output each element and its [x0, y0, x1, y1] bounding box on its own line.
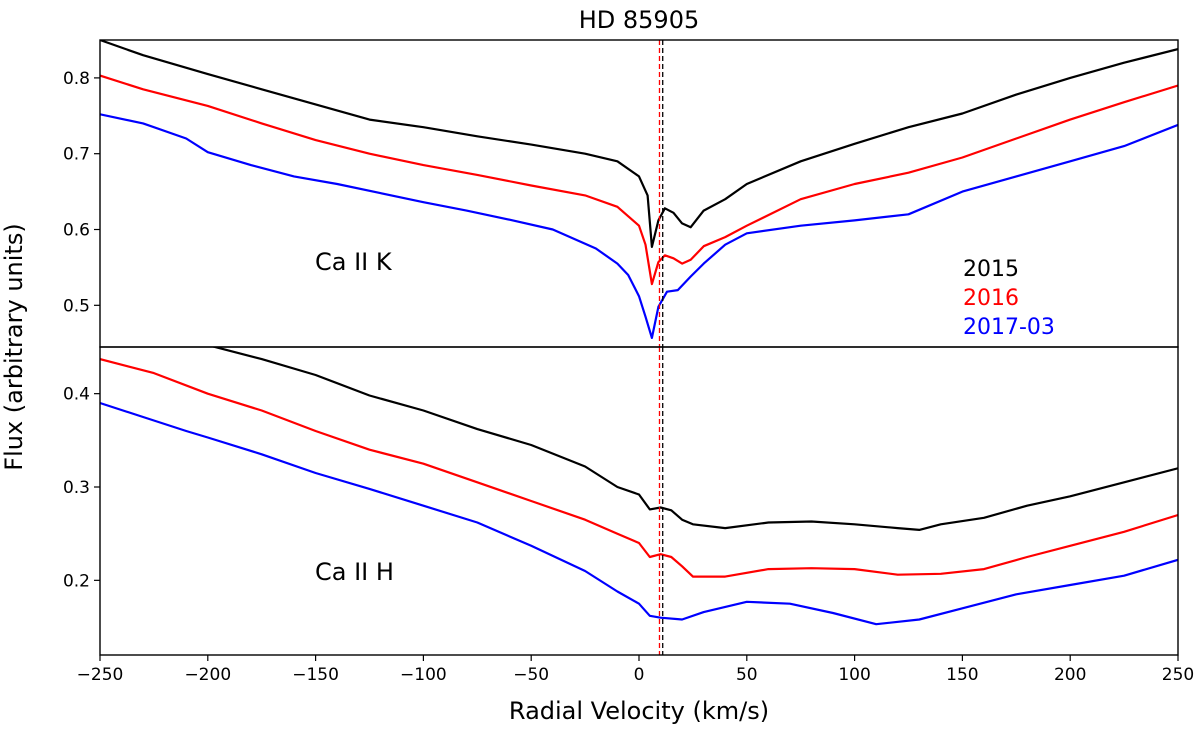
x-tick-label: −250 — [77, 665, 124, 685]
y-tick-label: 0.7 — [63, 145, 90, 165]
x-tick-label: 50 — [736, 665, 758, 685]
x-tick-label: −50 — [513, 665, 549, 685]
x-tick-label: 250 — [1162, 665, 1194, 685]
series-line-ca-ii-k-2016 — [100, 74, 1178, 286]
chart-title: HD 85905 — [579, 6, 700, 34]
x-tick-label: 100 — [838, 665, 870, 685]
panel-frame-ca-ii-h — [99, 346, 1179, 656]
x-tick-label: 200 — [1054, 665, 1086, 685]
y-tick-label: 0.6 — [63, 221, 90, 241]
x-tick-label: 0 — [634, 665, 645, 685]
y-tick-label: 0.4 — [63, 385, 90, 405]
x-tick-label: −100 — [400, 665, 447, 685]
y-axis-title: Flux (arbitrary units) — [0, 223, 28, 470]
y-tick-label: 0.5 — [63, 296, 90, 316]
series-line-ca-ii-h-2015 — [210, 347, 1178, 531]
y-tick-label: 0.8 — [63, 69, 90, 89]
legend-entry-2017-03: 2017-03 — [963, 315, 1055, 340]
series-line-ca-ii-k-2015 — [100, 40, 1178, 248]
series-line-ca-ii-h-2017-03 — [100, 401, 1178, 626]
legend-entry-2016: 2016 — [963, 286, 1019, 311]
series-line-ca-ii-k-2017-03 — [100, 113, 1178, 339]
x-tick-label: −150 — [292, 665, 339, 685]
x-tick-label: −200 — [184, 665, 231, 685]
x-tick-label: 150 — [946, 665, 978, 685]
y-tick-label: 0.2 — [63, 571, 90, 591]
panel-label-ca-ii-k: Ca II K — [315, 248, 393, 276]
panel-label-ca-ii-h: Ca II H — [315, 558, 394, 586]
series-line-ca-ii-h-2016 — [100, 358, 1178, 578]
legend-entry-2015: 2015 — [963, 257, 1019, 282]
y-tick-label: 0.3 — [63, 478, 90, 498]
x-axis-title: Radial Velocity (km/s) — [509, 697, 769, 725]
